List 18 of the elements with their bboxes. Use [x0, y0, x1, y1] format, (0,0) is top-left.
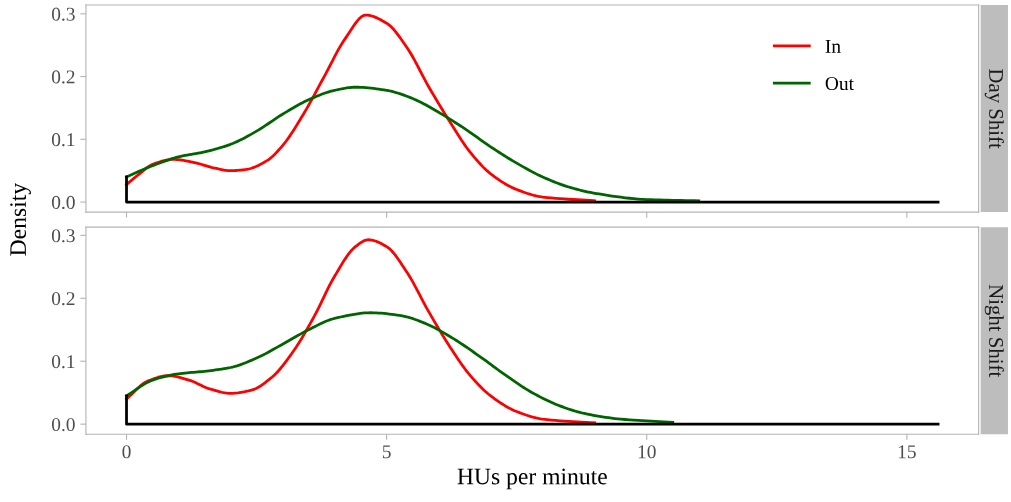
text: Day Shift — [984, 68, 1004, 149]
x-tick-label: 0 — [122, 445, 131, 459]
text: Night Shift — [984, 284, 1004, 378]
y-tick-label: 0.3 — [51, 229, 75, 243]
x-tick-label: 10 — [638, 445, 656, 459]
y-tick-label: 0.3 — [51, 7, 75, 21]
y-axis-title: Density — [10, 182, 31, 256]
y-tick-label: 0.0 — [51, 417, 75, 432]
y-tick-label: 0.2 — [51, 70, 75, 84]
y-tick-label: 0.1 — [51, 355, 75, 369]
x-axis-title: HUs per minute — [457, 468, 607, 490]
legend-label: In — [825, 39, 841, 53]
x-tick-label: 15 — [898, 445, 916, 459]
legend-label: Out — [825, 77, 854, 91]
y-tick-label: 0.0 — [51, 195, 75, 210]
y-tick-label: 0.2 — [51, 292, 75, 306]
y-tick-label: 0.1 — [51, 133, 75, 147]
x-tick-label: 5 — [382, 445, 391, 459]
